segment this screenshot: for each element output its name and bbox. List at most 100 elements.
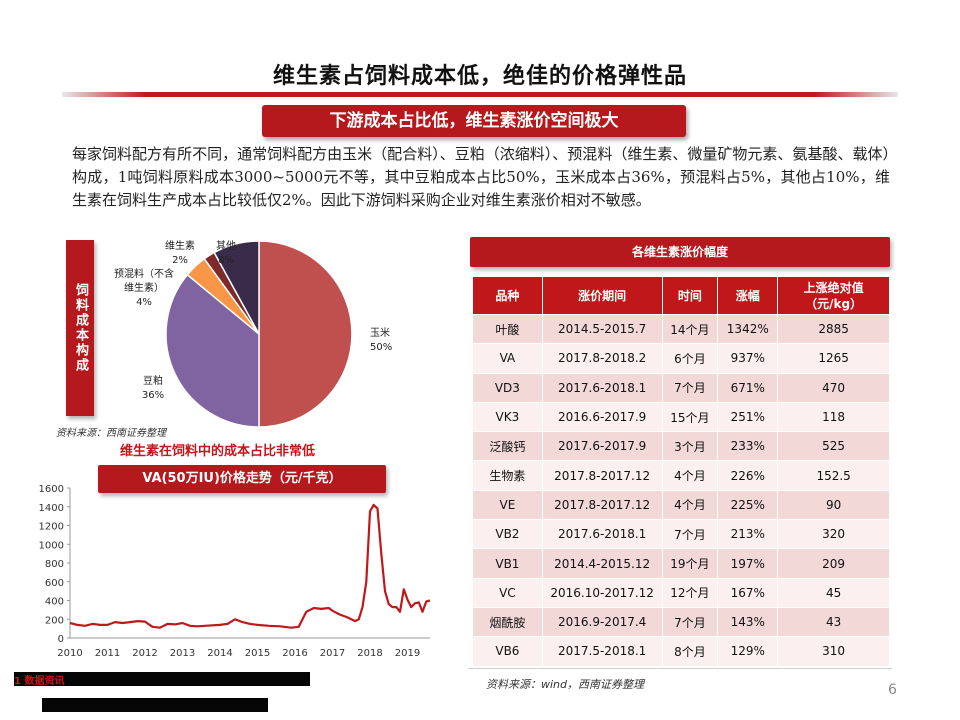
table-cell: 2017.8-2017.12 — [541, 460, 663, 491]
pie-caption: 维生素在饲料中的成本占比非常低 — [120, 444, 316, 459]
table-cell: 167% — [717, 577, 779, 608]
table-source-note: 资料来源：wind，西南证券整理 — [486, 678, 645, 691]
table-cell: 4个月 — [661, 489, 719, 521]
table-body: 叶酸 2014.5-2015.7 14个月 1342% 2885 VA 2017.8-201… — [472, 313, 890, 667]
table-cell: 152.5 — [777, 460, 890, 491]
table-cell: 1342% — [717, 313, 779, 345]
table-cell: 2016.9-2017.4 — [541, 606, 663, 638]
table-cell: 1265 — [777, 343, 890, 374]
y-tick-label: 1200 — [39, 522, 64, 533]
line-chart-title: VA(50万IU)价格走势（元/千克） — [98, 465, 386, 493]
y-tick-label: 400 — [45, 597, 64, 608]
table-cell: 90 — [777, 489, 890, 521]
table-row: 泛酸钙 2017.6-2017.9 3个月 233% 525 — [472, 431, 890, 462]
table-cell: VK3 — [472, 401, 543, 433]
table-cell: 251% — [717, 401, 779, 433]
x-tick-label: 2013 — [170, 648, 195, 659]
pie-slice-name: 预混料（不含维生素） — [114, 269, 174, 294]
table-row: VB1 2014.4-2015.12 19个月 197% 209 — [472, 548, 890, 579]
table-cell: 2017.5-2018.1 — [541, 636, 663, 667]
table-cell: 197% — [717, 548, 779, 579]
x-tick-label: 2010 — [57, 648, 82, 659]
y-tick-label: 600 — [45, 578, 64, 589]
table-cell: 2017.8-2018.2 — [541, 343, 663, 374]
y-tick-label: 200 — [45, 615, 64, 626]
pie-slice-value: 4% — [136, 297, 152, 308]
pie-slice-label: 其他 8% — [196, 240, 256, 268]
table-cell: 525 — [777, 431, 890, 462]
x-tick-label: 2019 — [395, 648, 420, 659]
vitamin-price-table: 品种 涨价期间 时间 涨幅 上涨绝对值（元/kg） 叶酸 2014.5-2015.7 14个… — [472, 276, 890, 667]
intro-paragraph: 每家饲料配方有所不同，通常饲料配方由玉米（配合料）、豆粕（浓缩料）、预混料（维生… — [72, 145, 890, 209]
table-cell: VB6 — [472, 636, 543, 667]
table-cell: 2885 — [777, 313, 890, 345]
footer-redaction-bar — [14, 672, 310, 686]
table-header-cell: 时间 — [661, 276, 719, 315]
x-tick-label: 2017 — [320, 648, 345, 659]
table-cell: VB1 — [472, 548, 543, 579]
x-tick-label: 2012 — [132, 648, 157, 659]
table-cell: VE — [472, 489, 543, 521]
table-cell: 12个月 — [661, 577, 719, 608]
pie-slice-label: 豆粕 36% — [123, 375, 183, 403]
va-price-line-chart: 0 200 400 600 800 1000 1200 1400 1600 2010 2011 201… — [39, 484, 431, 659]
table-row: 烟酰胺 2016.9-2017.4 7个月 143% 43 — [472, 606, 890, 638]
table-cell: 14个月 — [661, 313, 719, 345]
x-tick-label: 2015 — [245, 648, 270, 659]
table-cell: 671% — [717, 372, 779, 403]
table-cell: 15个月 — [661, 401, 719, 433]
table-cell: 生物素 — [472, 460, 543, 491]
table-header-cell: 涨价期间 — [541, 276, 663, 315]
pie-slice-name: 玉米 — [370, 328, 390, 339]
table-cell: 19个月 — [661, 548, 719, 579]
table-cell: 2016.10-2017.12 — [541, 577, 663, 608]
table-cell: 2014.4-2015.12 — [541, 548, 663, 579]
table-row: VC 2016.10-2017.12 12个月 167% 45 — [472, 577, 890, 608]
table-cell: 129% — [717, 636, 779, 667]
x-tick-label: 2014 — [207, 648, 232, 659]
y-tick-label: 1600 — [39, 484, 64, 495]
pie-slice — [213, 240, 260, 335]
table-cell: 118 — [777, 401, 890, 433]
table-cell: 43 — [777, 606, 890, 638]
table-row: VK3 2016.6-2017.9 15个月 251% 118 — [472, 401, 890, 433]
table-cell: 2014.5-2015.7 — [541, 313, 663, 345]
pie-slice-label: 玉米 50% — [370, 327, 430, 355]
table-title: 各维生素涨价幅度 — [470, 237, 890, 267]
table-cell: 泛酸钙 — [472, 431, 543, 462]
y-tick-label: 1400 — [39, 503, 64, 514]
table-row: VB6 2017.5-2018.1 8个月 129% 310 — [472, 636, 890, 667]
footer-tag: 1 数据资讯 — [14, 676, 65, 687]
table-cell: 310 — [777, 636, 890, 667]
pie-slice-label: 预混料（不含维生素） 4% — [114, 268, 174, 310]
table-cell: 6个月 — [661, 343, 719, 374]
pie-slice-value: 36% — [141, 390, 165, 401]
x-tick-label: 2011 — [95, 648, 120, 659]
pie-slice-value: 50% — [370, 342, 393, 353]
table-cell: 2016.6-2017.9 — [541, 401, 663, 433]
title-divider — [62, 92, 898, 97]
pie-slice-value: 2% — [172, 255, 188, 266]
y-tick-label: 0 — [58, 634, 64, 645]
page-title: 维生素占饲料成本低，绝佳的价格弹性品 — [272, 64, 687, 89]
pie-source-note: 资料来源：西南证券整理 — [56, 428, 166, 439]
table-cell: 7个月 — [661, 606, 719, 638]
table-cell: VA — [472, 343, 543, 374]
table-cell: 2017.6-2018.1 — [541, 519, 663, 550]
table-cell: 470 — [777, 372, 890, 403]
table-cell: 4个月 — [661, 460, 719, 491]
table-cell: 213% — [717, 519, 779, 550]
table-row: VB2 2017.6-2018.1 7个月 213% 320 — [472, 519, 890, 550]
table-header-cell: 品种 — [472, 276, 543, 315]
page-number: 6 — [888, 682, 897, 698]
table-cell: 143% — [717, 606, 779, 638]
footer-redaction-bar-2 — [42, 698, 268, 712]
table-cell: 45 — [777, 577, 890, 608]
pie-slice-name: 豆粕 — [143, 376, 163, 387]
table-cell: 233% — [717, 431, 779, 462]
table-cell: 2017.6-2018.1 — [541, 372, 663, 403]
table-cell: 2017.8-2017.12 — [541, 489, 663, 521]
pie-slice-name: 维生素 — [165, 241, 195, 252]
table-row: VE 2017.8-2017.12 4个月 225% 90 — [472, 489, 890, 521]
